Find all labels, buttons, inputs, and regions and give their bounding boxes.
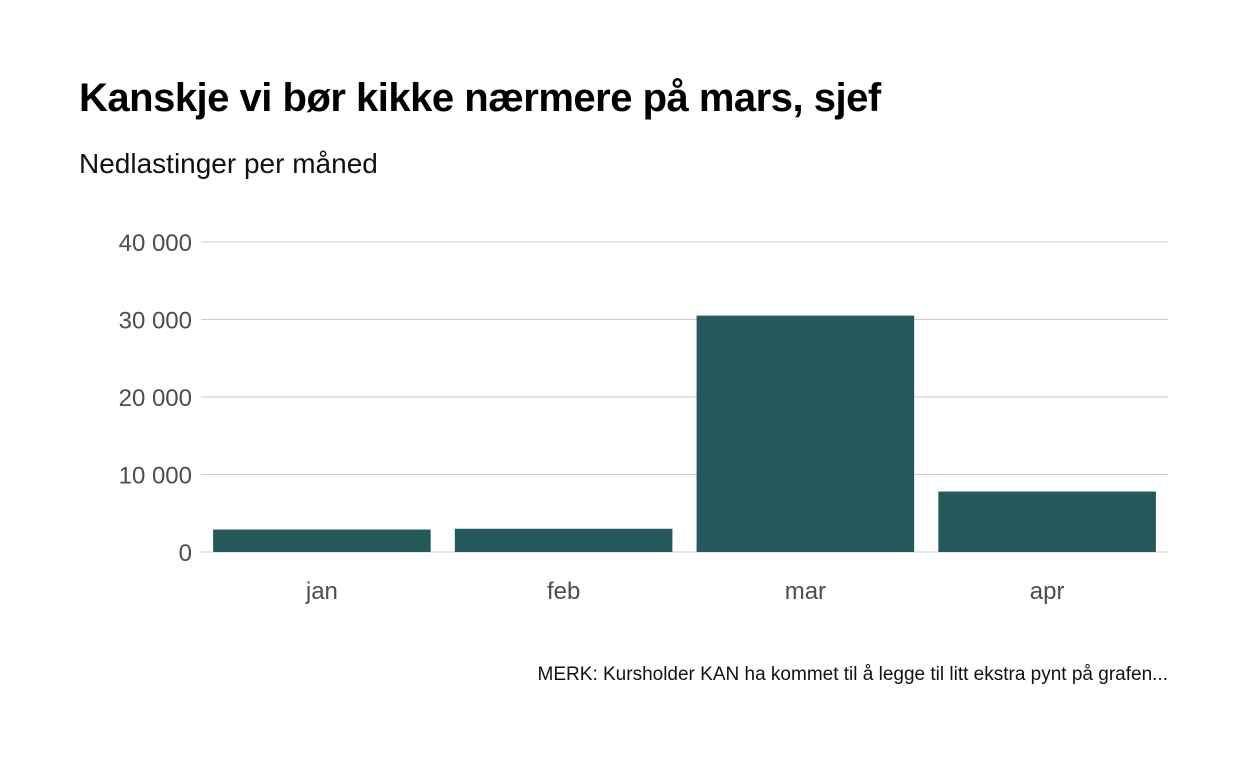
chart-subtitle: Nedlastinger per måned [79,148,378,179]
chart-caption: MERK: Kursholder KAN ha kommet til å leg… [537,664,1168,685]
bars [213,315,1156,552]
bar-apr [938,491,1156,552]
y-tick-label: 40 000 [119,230,192,257]
y-axis-ticks: 0 10 000 20 000 30 000 40 000 [119,230,192,567]
y-tick-label: 20 000 [119,385,192,412]
chart-title: Kanskje vi bør kikke nærmere på mars, sj… [79,76,881,120]
x-tick-label: feb [547,578,580,605]
y-tick-label: 0 [179,540,192,567]
x-tick-label: jan [305,578,338,605]
y-tick-label: 10 000 [119,463,192,490]
bar-mar [696,315,915,552]
x-tick-label: apr [1030,578,1065,605]
x-axis-ticks: jan feb mar apr [305,578,1065,605]
y-tick-label: 30 000 [119,308,192,335]
bar-feb [454,528,673,552]
x-tick-label: mar [785,578,826,605]
bar-jan [213,529,431,552]
